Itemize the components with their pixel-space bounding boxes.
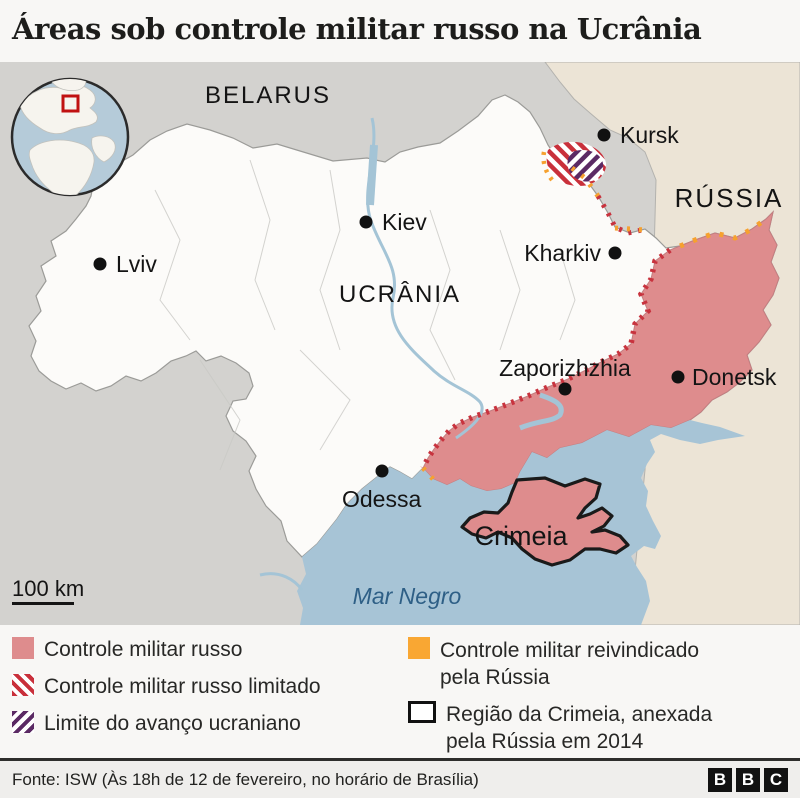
- belarus-label: BELARUS: [205, 82, 331, 109]
- legend: Controle militar russo Controle militar …: [0, 625, 800, 758]
- front-line-hatch: [420, 194, 672, 470]
- claimed-control-hatch: [421, 151, 768, 481]
- oblast-borders: [154, 159, 576, 471]
- russian-control-swatch: [12, 637, 34, 659]
- bbc-logo: B B C: [708, 767, 788, 792]
- legend-label-line: Região da Crimeia, anexada: [446, 703, 713, 726]
- crimea-label: Crimeia: [474, 521, 568, 551]
- legend-item-claimed-control: Controle militar reivindicado pela Rússi…: [408, 637, 699, 691]
- crimea-outline-swatch: [408, 701, 436, 723]
- kiev-label: Kiev: [382, 209, 427, 235]
- legend-label: Região da Crimeia, anexada pela Rússia e…: [446, 701, 712, 755]
- legend-item-ukrainian-advance: Limite do avanço ucraniano: [12, 711, 301, 737]
- zaporizhzhia-dot: [558, 382, 572, 396]
- map-svg: BELARUS RÚSSIA UCRÂNIA Crimeia Mar Negro…: [0, 62, 800, 625]
- globe-locator-box: [61, 94, 80, 113]
- donetsk-label: Donetsk: [692, 364, 777, 390]
- kharkiv-dot: [608, 246, 622, 260]
- footer: Fonte: ISW (Às 18h de 12 de fevereiro, n…: [0, 758, 800, 798]
- globe-inset: [10, 77, 130, 197]
- rivers: [259, 117, 564, 591]
- legend-item-limited-control: Controle militar russo limitado: [12, 674, 321, 700]
- crimea-region: [460, 476, 630, 567]
- claimed-control-swatch: [408, 637, 430, 659]
- odessa-label: Odessa: [342, 486, 421, 512]
- bbc-logo-block: B: [708, 767, 732, 792]
- lviv-dot: [93, 257, 107, 271]
- legend-label: Limite do avanço ucraniano: [44, 712, 301, 735]
- legend-label: Controle militar russo: [44, 638, 243, 661]
- bbc-logo-block: C: [764, 767, 788, 792]
- kursk-label: Kursk: [620, 122, 679, 148]
- odessa-dot: [375, 464, 389, 478]
- kharkiv-label: Kharkiv: [524, 240, 601, 266]
- page-title: Áreas sob controle militar russo na Ucrâ…: [12, 12, 702, 46]
- ukraine-label: UCRÂNIA: [339, 281, 461, 308]
- ukrainian-advance-swatch: [12, 711, 34, 733]
- zaporizhzhia-label: Zaporizhzhia: [499, 355, 631, 381]
- lviv-label: Lviv: [116, 251, 157, 277]
- scale-label: 100 km: [12, 576, 84, 601]
- legend-label: Controle militar reivindicado pela Rússi…: [440, 637, 699, 691]
- limited-control-swatch: [12, 674, 34, 696]
- legend-label-line: Controle militar reivindicado: [440, 639, 700, 662]
- donetsk-dot: [671, 370, 685, 384]
- legend-label: Controle militar russo limitado: [44, 675, 321, 698]
- kiev-dot: [359, 215, 373, 229]
- city-markers: Lviv Kiev Kharkiv Kursk Zaporizhzhia Don…: [93, 122, 777, 512]
- scale-line: [12, 602, 74, 605]
- sea-label: Mar Negro: [353, 583, 462, 609]
- russia-label: RÚSSIA: [675, 183, 784, 213]
- legend-item-crimea: Região da Crimeia, anexada pela Rússia e…: [408, 701, 712, 755]
- legend-label-line: pela Rússia: [440, 666, 550, 689]
- header: Áreas sob controle militar russo na Ucrâ…: [0, 0, 800, 62]
- source-text: Fonte: ISW (Às 18h de 12 de fevereiro, n…: [12, 769, 479, 789]
- legend-label-line: pela Rússia em 2014: [446, 730, 644, 753]
- legend-item-russian-control: Controle militar russo: [12, 637, 242, 663]
- kursk-dot: [597, 128, 611, 142]
- ukrainian-advance-limit: [567, 149, 604, 182]
- bbc-logo-block: B: [736, 767, 760, 792]
- map: BELARUS RÚSSIA UCRÂNIA Crimeia Mar Negro…: [0, 62, 800, 625]
- scale-bar: 100 km: [12, 576, 84, 605]
